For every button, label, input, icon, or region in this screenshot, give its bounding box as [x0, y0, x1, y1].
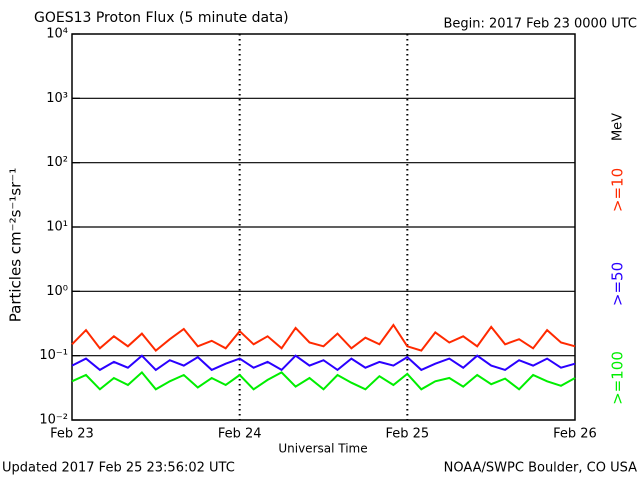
legend-label: >=10 — [609, 168, 627, 212]
y-tick-label: 10² — [46, 155, 68, 170]
data-line — [71, 354, 576, 372]
y-tick-label: 10⁻² — [39, 413, 68, 428]
footer-left: Updated 2017 Feb 25 23:56:02 UTC — [2, 461, 235, 476]
data-line — [71, 370, 576, 391]
x-tick-label: Feb 25 — [385, 427, 429, 442]
x-tick-label: Feb 24 — [218, 427, 262, 442]
y-tick-label: 10¹ — [46, 220, 68, 235]
chart-subtitle: Begin: 2017 Feb 23 0000 UTC — [443, 17, 637, 32]
x-axis-label: Universal Time — [278, 442, 367, 456]
x-tick-label: Feb 26 — [553, 427, 597, 442]
legend-label: >=50 — [609, 262, 627, 306]
y-tick-label: 10⁴ — [46, 27, 68, 42]
y-tick-label: 10⁰ — [46, 284, 68, 299]
footer-right: NOAA/SWPC Boulder, CO USA — [444, 461, 637, 476]
legend-label: >=100 — [609, 351, 627, 405]
chart-title: GOES13 Proton Flux (5 minute data) — [34, 10, 289, 26]
legend-unit: MeV — [611, 113, 626, 141]
x-tick-label: Feb 23 — [50, 427, 94, 442]
y-axis-label: Particles cm⁻²s⁻¹sr⁻¹ — [7, 168, 25, 322]
y-tick-label: 10⁻¹ — [39, 348, 68, 363]
data-line — [71, 323, 576, 353]
y-tick-label: 10³ — [46, 91, 68, 106]
